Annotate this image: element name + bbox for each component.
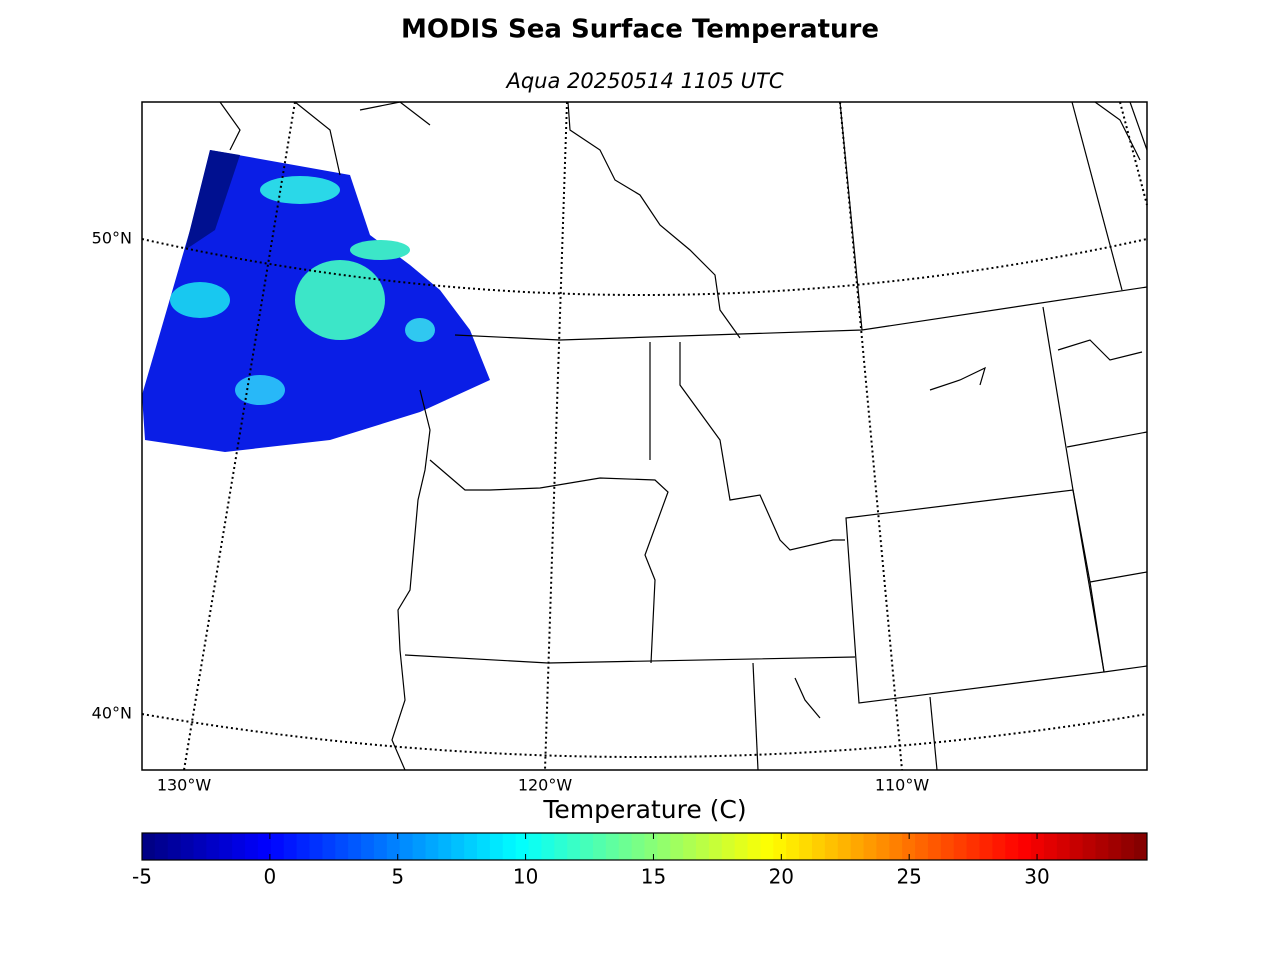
colorbar-segment bbox=[760, 833, 774, 860]
colorbar-segment bbox=[850, 833, 865, 860]
colorbar-segment bbox=[992, 833, 1006, 860]
colorbar-segment bbox=[464, 833, 478, 860]
colorbar-segment bbox=[296, 833, 310, 860]
colorbar-segment bbox=[889, 833, 903, 860]
colorbar-segment bbox=[773, 833, 787, 860]
lat-label: 40°N bbox=[92, 704, 132, 723]
colorbar-segment bbox=[670, 833, 684, 860]
colorbar-segment bbox=[206, 833, 220, 860]
colorbar-segment bbox=[683, 833, 697, 860]
colorbar-segment bbox=[940, 833, 955, 860]
colorbar-segment bbox=[386, 833, 401, 860]
lat-label: 50°N bbox=[92, 229, 132, 248]
colorbar-tick-label: 20 bbox=[769, 865, 794, 889]
colorbar-segment bbox=[489, 833, 504, 860]
colorbar-segment bbox=[232, 833, 246, 860]
colorbar-segment bbox=[180, 833, 195, 860]
colorbar-frame bbox=[141, 832, 1148, 861]
colorbar-segment bbox=[567, 833, 581, 860]
colorbar-segment bbox=[399, 833, 414, 860]
colorbar-segment bbox=[812, 833, 826, 860]
colorbar-segment bbox=[592, 833, 607, 860]
colorbar-segment bbox=[1095, 833, 1109, 860]
colorbar-segment bbox=[1069, 833, 1084, 860]
colorbar-segment bbox=[902, 833, 916, 860]
colorbar-segment bbox=[1043, 833, 1058, 860]
colorbar-segment bbox=[799, 833, 813, 860]
colorbar-segment bbox=[425, 833, 439, 860]
colorbar-segment bbox=[167, 833, 182, 860]
colorbar-segment bbox=[747, 833, 761, 860]
colorbar-segment bbox=[605, 833, 620, 860]
colorbar-segment bbox=[876, 833, 890, 860]
colorbar-tick-label: -5 bbox=[132, 865, 152, 889]
colorbar-segment bbox=[554, 833, 568, 860]
colorbar-segment bbox=[1018, 833, 1032, 860]
colorbar-segment bbox=[863, 833, 877, 860]
colorbar-segment bbox=[927, 833, 942, 860]
colorbar-segment bbox=[979, 833, 993, 860]
colorbar-tick-label: 0 bbox=[263, 865, 276, 889]
colorbar-segment bbox=[953, 833, 968, 860]
colorbar-segment bbox=[631, 833, 645, 860]
colorbar-tick-label: 15 bbox=[641, 865, 666, 889]
colorbar-segment bbox=[245, 833, 259, 860]
colorbar-segment bbox=[361, 833, 375, 860]
colorbar-segment bbox=[219, 833, 233, 860]
colorbar-segment bbox=[1134, 833, 1148, 860]
colorbar-segment bbox=[477, 833, 491, 860]
colorbar-segment bbox=[580, 833, 594, 860]
colorbar-segment bbox=[412, 833, 426, 860]
colorbar-segment bbox=[708, 833, 723, 860]
colorbar-segment bbox=[373, 833, 388, 860]
colorbar-segment bbox=[696, 833, 710, 860]
colorbar-segment bbox=[837, 833, 852, 860]
colorbar-tick-label: 10 bbox=[513, 865, 538, 889]
colorbar-label: Temperature (C) bbox=[542, 795, 746, 824]
colorbar-segment bbox=[1108, 833, 1122, 860]
colorbar-tick-label: 5 bbox=[391, 865, 404, 889]
lon-label: 130°W bbox=[157, 776, 212, 795]
colorbar-segment bbox=[283, 833, 298, 860]
colorbar-segment bbox=[1005, 833, 1019, 860]
colorbar-segment bbox=[348, 833, 362, 860]
colorbar-segment bbox=[451, 833, 465, 860]
subtitle: Aqua 20250514 1105 UTC bbox=[504, 69, 783, 93]
colorbar-segment bbox=[193, 833, 207, 860]
colorbar-segment bbox=[966, 833, 980, 860]
colorbar-segment bbox=[515, 833, 530, 860]
colorbar-segment bbox=[644, 833, 658, 860]
colorbar-segment bbox=[270, 833, 285, 860]
title: MODIS Sea Surface Temperature bbox=[401, 15, 879, 45]
colorbar-segment bbox=[721, 833, 736, 860]
colorbar-segment bbox=[309, 833, 323, 860]
colorbar-segment bbox=[786, 833, 800, 860]
colorbar-segment bbox=[1121, 833, 1135, 860]
map-frame bbox=[141, 101, 1148, 771]
colorbar-tick-label: 25 bbox=[896, 865, 921, 889]
colorbar-segment bbox=[438, 833, 452, 860]
colorbar-segment bbox=[142, 833, 156, 860]
colorbar-segment bbox=[1056, 833, 1071, 860]
lon-label: 110°W bbox=[875, 776, 930, 795]
colorbar-segment bbox=[154, 833, 169, 860]
colorbar-segment bbox=[657, 833, 671, 860]
colorbar-segment bbox=[541, 833, 555, 860]
colorbar-tick-label: 30 bbox=[1024, 865, 1049, 889]
colorbar-segment bbox=[502, 833, 517, 860]
sst-swath bbox=[142, 150, 490, 452]
colorbar-segment bbox=[915, 833, 929, 860]
lon-label: 120°W bbox=[518, 776, 573, 795]
colorbar-segment bbox=[734, 833, 749, 860]
colorbar-segment bbox=[1082, 833, 1096, 860]
boundaries bbox=[219, 101, 1148, 771]
colorbar-segment bbox=[335, 833, 349, 860]
colorbar-segment bbox=[257, 833, 272, 860]
colorbar-segment bbox=[618, 833, 633, 860]
colorbar-segment bbox=[824, 833, 839, 860]
colorbar-segment bbox=[528, 833, 542, 860]
colorbar-segment bbox=[322, 833, 336, 860]
colorbar-segment bbox=[1031, 833, 1045, 860]
